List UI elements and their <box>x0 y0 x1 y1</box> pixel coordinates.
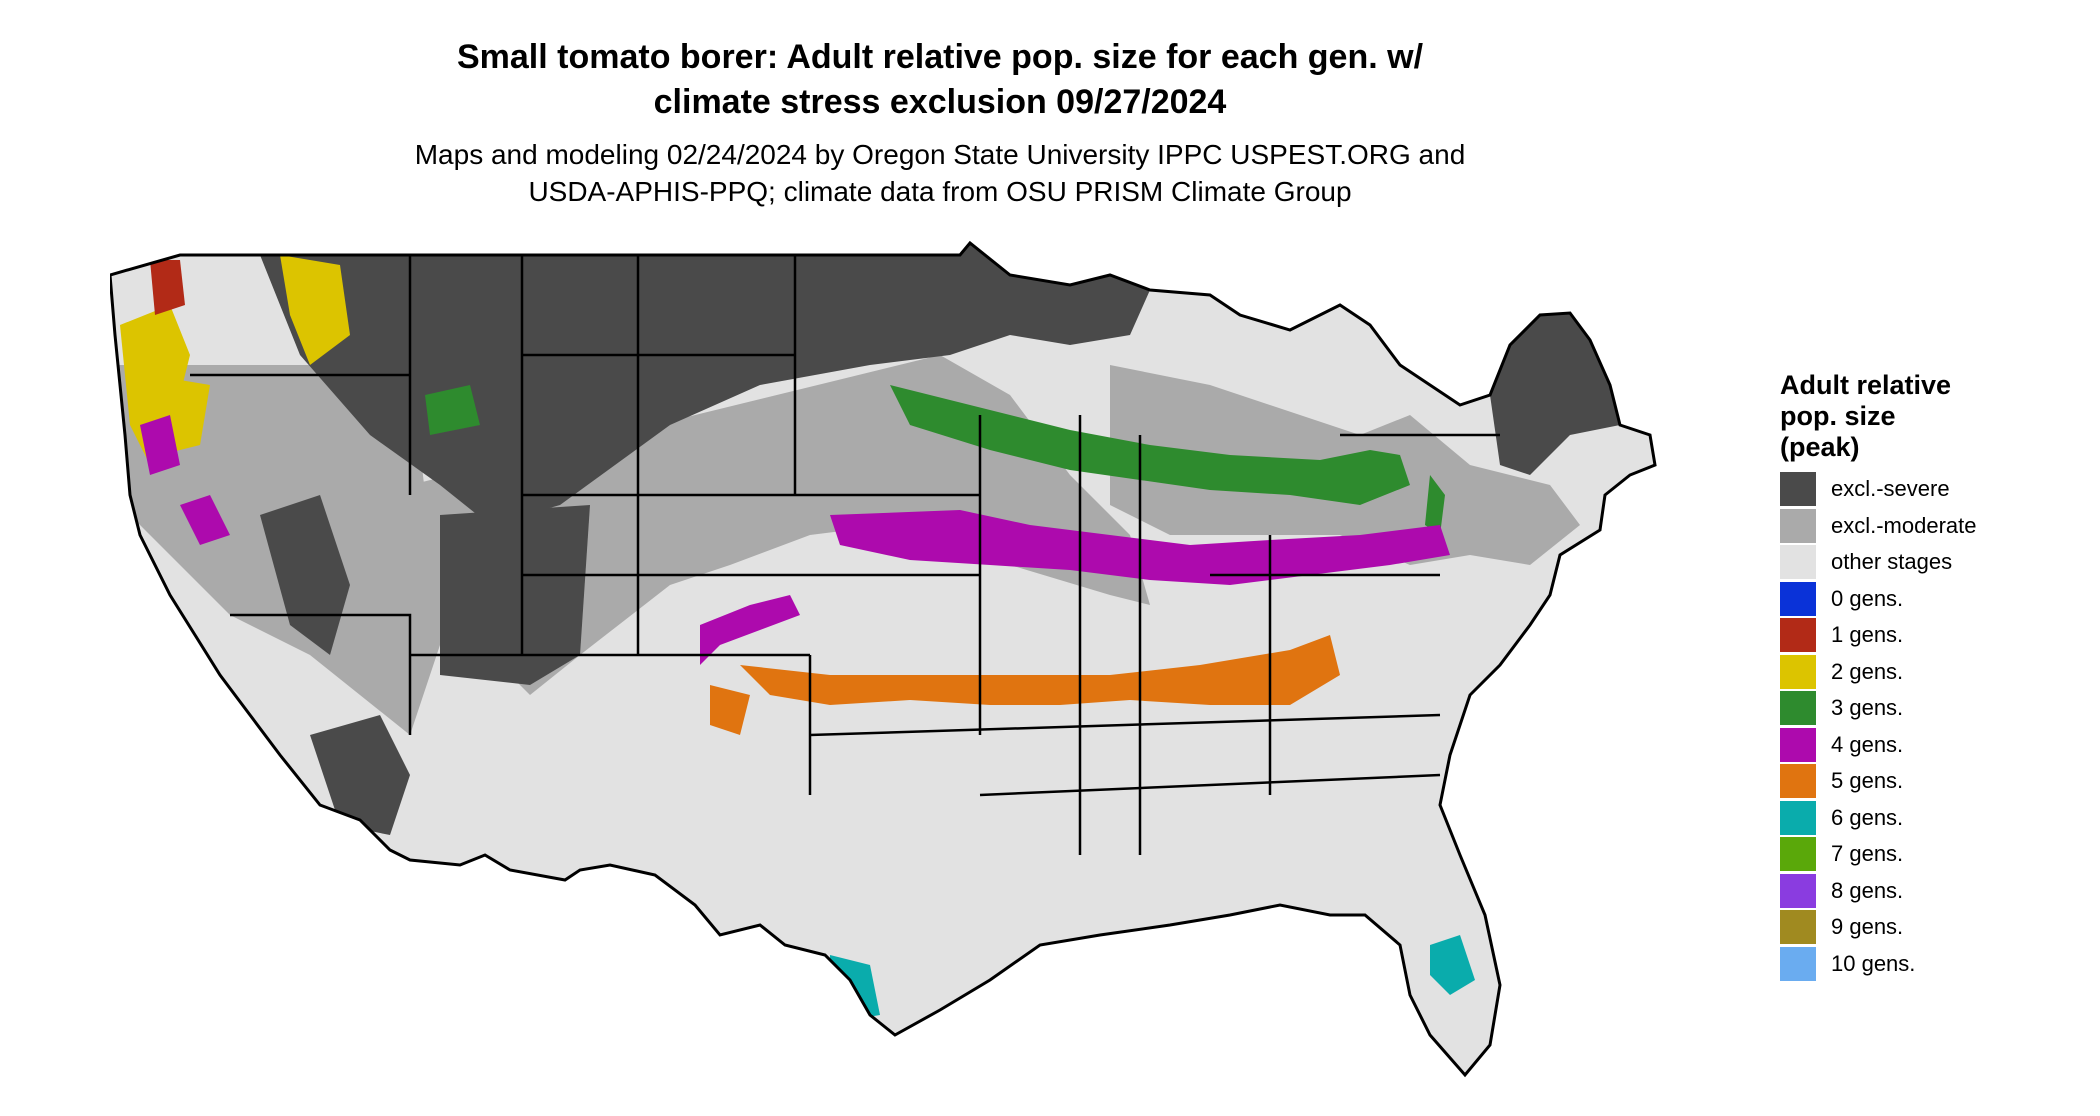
map-subtitle-line-1: Maps and modeling 02/24/2024 by Oregon S… <box>414 139 1466 170</box>
four-gens-texas-arc <box>700 595 800 665</box>
legend-row: 5 gens. <box>1780 763 2080 800</box>
legend-row: 9 gens. <box>1780 909 2080 946</box>
legend-row: 2 gens. <box>1780 654 2080 691</box>
three-gens-central-band <box>890 385 1410 505</box>
excl-severe-colorado <box>440 505 590 685</box>
legend-title-line-3: (peak) <box>1780 432 1860 462</box>
legend-label: 2 gens. <box>1831 658 1904 684</box>
legend-row: 3 gens. <box>1780 690 2080 727</box>
five-gens-regions <box>710 635 1340 735</box>
legend-swatch <box>1780 472 1816 507</box>
excl-severe-arizona <box>310 715 410 835</box>
legend-label: 0 gens. <box>1831 585 1904 611</box>
one-gen-regions <box>150 260 185 315</box>
excl-severe-new-england <box>1490 313 1620 475</box>
legend-swatch <box>1780 873 1816 908</box>
legend-label: 8 gens. <box>1831 877 1904 903</box>
map-subtitle-line-2: USDA-APHIS-PPQ; climate data from OSU PR… <box>528 176 1352 207</box>
us-generations-map <box>110 241 1657 1077</box>
six-gens-florida <box>1430 935 1475 995</box>
three-gens-nj <box>1425 475 1445 535</box>
legend-swatch <box>1780 581 1816 616</box>
legend-swatch <box>1780 727 1816 762</box>
legend-row: 1 gens. <box>1780 617 2080 654</box>
legend-label: other stages <box>1831 549 1953 575</box>
legend-swatch <box>1780 508 1816 543</box>
map-title-line-1: Small tomato borer: Adult relative pop. … <box>456 38 1424 76</box>
legend-label: 6 gens. <box>1831 804 1904 830</box>
legend-swatch <box>1780 764 1816 799</box>
five-gens-gulf-band <box>740 635 1340 705</box>
four-gens-california <box>140 415 180 475</box>
legend-title-line-2: pop. size <box>1780 401 1896 431</box>
legend-swatch <box>1780 545 1816 580</box>
legend-label: 1 gens. <box>1831 622 1904 648</box>
state-boundaries <box>190 255 1500 855</box>
four-gens-socal <box>180 495 230 545</box>
legend-row: 6 gens. <box>1780 800 2080 837</box>
legend-swatch <box>1780 654 1816 689</box>
five-gens-texas-south <box>710 685 750 735</box>
legend-title-line-1: Adult relative <box>1780 370 1952 400</box>
three-gens-regions <box>425 385 1445 535</box>
legend-label: excl.-moderate <box>1831 512 1977 538</box>
map-legend: Adult relative pop. size (peak) excl.-se… <box>1780 370 2080 982</box>
two-gens-regions <box>120 255 350 465</box>
legend-swatch <box>1780 910 1816 945</box>
legend-swatch <box>1780 618 1816 653</box>
legend-label: 10 gens. <box>1831 950 1916 976</box>
legend-row: 8 gens. <box>1780 873 2080 910</box>
legend-row: excl.-moderate <box>1780 508 2080 545</box>
legend-row: 4 gens. <box>1780 727 2080 764</box>
legend-items: excl.-severe excl.-moderate other stages 0 … <box>1780 471 2080 982</box>
legend-title: Adult relative pop. size (peak) <box>1780 370 2080 463</box>
legend-label: 9 gens. <box>1831 914 1904 940</box>
three-gens-utah <box>425 385 480 435</box>
legend-label: 4 gens. <box>1831 731 1904 757</box>
legend-label: 7 gens. <box>1831 841 1904 867</box>
excl-severe-northern-rockies <box>260 243 1150 525</box>
two-gens-idaho <box>280 255 350 365</box>
legend-row: 7 gens. <box>1780 836 2080 873</box>
one-gen-cascades <box>150 260 185 315</box>
legend-row: 10 gens. <box>1780 946 2080 983</box>
legend-swatch <box>1780 946 1816 981</box>
legend-label: 3 gens. <box>1831 695 1904 721</box>
legend-swatch <box>1780 800 1816 835</box>
legend-row: 0 gens. <box>1780 581 2080 618</box>
legend-swatch <box>1780 691 1816 726</box>
legend-label: excl.-severe <box>1831 476 1950 502</box>
legend-swatch <box>1780 837 1816 872</box>
map-title-line-2: climate stress exclusion 09/27/2024 <box>653 83 1227 121</box>
legend-row: excl.-severe <box>1780 471 2080 508</box>
legend-label: 5 gens. <box>1831 768 1904 794</box>
legend-row: other stages <box>1780 544 2080 581</box>
